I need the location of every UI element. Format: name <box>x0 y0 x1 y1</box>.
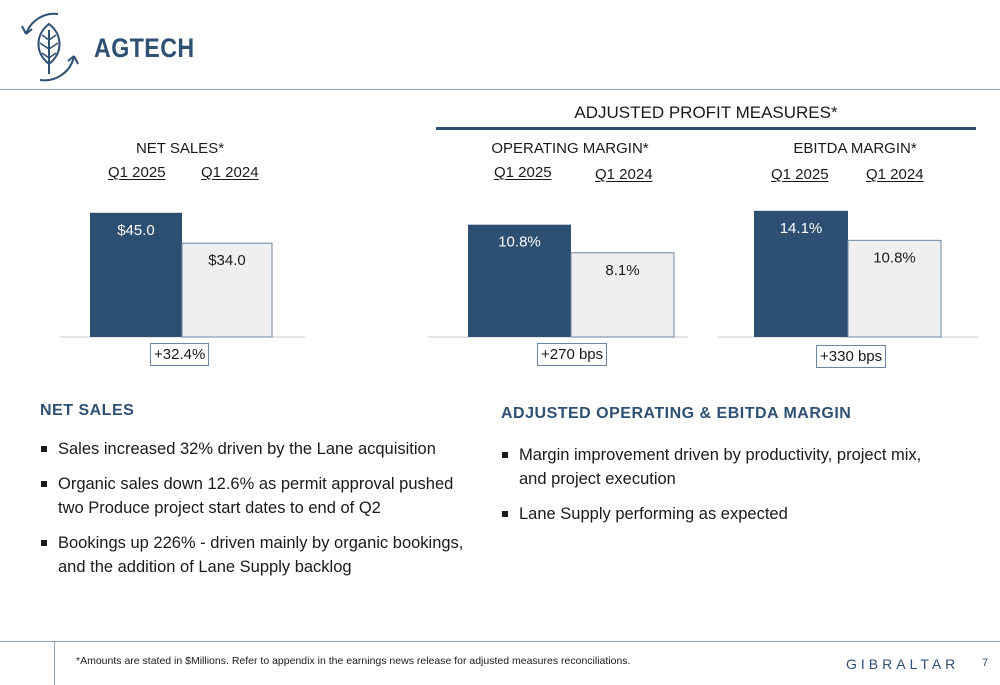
ebitda-margin-label-q1-2025: Q1 2025 <box>771 166 829 183</box>
net-sales-label-q1-2025: Q1 2025 <box>108 164 166 181</box>
operating-margin-label-q1-2024: Q1 2024 <box>595 166 653 183</box>
bullet-square-icon <box>41 481 47 487</box>
ebitda-margin-value-label-q1-2025: 14.1% <box>780 220 823 237</box>
margin-heading: ADJUSTED OPERATING & EBITDA MARGIN <box>501 405 852 422</box>
bullet-text: Margin improvement driven by productivit… <box>519 446 922 488</box>
list-item: Margin improvement driven by productivit… <box>501 443 951 491</box>
net-sales-bullet-list: Sales increased 32% driven by the Lane a… <box>40 437 470 590</box>
operating-margin-change-badge: +270 bps <box>537 343 608 366</box>
ebitda-margin-value-label-q1-2024: 10.8% <box>873 249 916 266</box>
operating-margin-bar-q1-2024 <box>570 252 675 338</box>
net-sales-label-q1-2024: Q1 2024 <box>201 164 259 181</box>
footer-divider <box>0 641 1000 642</box>
bullet-square-icon <box>41 540 47 546</box>
net-sales-chart-title: NET SALES* <box>135 140 225 157</box>
footer-vertical-divider <box>54 641 55 685</box>
leaf-cycle-icon <box>21 12 79 82</box>
list-item: Lane Supply performing as expected <box>501 502 951 526</box>
ebitda-margin-bar-q1-2024 <box>847 239 942 338</box>
bullet-text: Sales increased 32% driven by the Lane a… <box>58 440 436 458</box>
net-sales-value-label-q1-2025: $45.0 <box>117 222 155 239</box>
net-sales-change-badge: +32.4% <box>150 343 210 366</box>
adjusted-profit-rule <box>436 127 976 130</box>
page-number: 7 <box>982 657 989 669</box>
ebitda-margin-chart-title: EBITDA MARGIN* <box>793 140 917 157</box>
net-sales-chart: $45.0 $34.0 <box>60 212 305 338</box>
operating-margin-value-label-q1-2024: 8.1% <box>605 262 639 279</box>
bullet-square-icon <box>41 446 47 452</box>
net-sales-value-label-q1-2024: $34.0 <box>208 252 246 269</box>
net-sales-heading: NET SALES <box>40 402 135 419</box>
page-title: AGTECH <box>94 33 195 63</box>
adjusted-profit-title: ADJUSTED PROFIT MEASURES* <box>574 103 838 122</box>
ebitda-margin-change-badge: +330 bps <box>816 345 887 368</box>
list-item: Bookings up 226% - driven mainly by orga… <box>40 531 470 579</box>
list-item: Sales increased 32% driven by the Lane a… <box>40 437 470 461</box>
ebitda-margin-label-q1-2024: Q1 2024 <box>866 166 924 183</box>
ebitda-margin-chart: 14.1% 10.8% <box>718 210 978 338</box>
net-sales-bar-q1-2024 <box>181 242 273 338</box>
header-divider <box>0 89 1000 90</box>
bullet-text: Bookings up 226% - driven mainly by orga… <box>58 534 464 576</box>
bullet-square-icon <box>502 452 508 458</box>
operating-margin-value-label-q1-2025: 10.8% <box>498 234 541 251</box>
bullet-text: Organic sales down 12.6% as permit appro… <box>58 475 454 517</box>
margin-bullet-list: Margin improvement driven by productivit… <box>501 443 951 537</box>
operating-margin-chart: 10.8% 8.1% <box>428 224 688 338</box>
bullet-text: Lane Supply performing as expected <box>519 505 788 523</box>
net-sales-bar-q1-2025 <box>90 212 182 337</box>
brand-logo: GIBRALTAR <box>846 656 960 672</box>
operating-margin-bar-q1-2025 <box>468 224 571 337</box>
footnote: *Amounts are stated in $Millions. Refer … <box>76 655 631 667</box>
bullet-square-icon <box>502 511 508 517</box>
operating-margin-label-q1-2025: Q1 2025 <box>494 164 552 181</box>
ebitda-margin-bar-q1-2025 <box>754 210 848 337</box>
list-item: Organic sales down 12.6% as permit appro… <box>40 472 470 520</box>
operating-margin-chart-title: OPERATING MARGIN* <box>491 140 649 157</box>
